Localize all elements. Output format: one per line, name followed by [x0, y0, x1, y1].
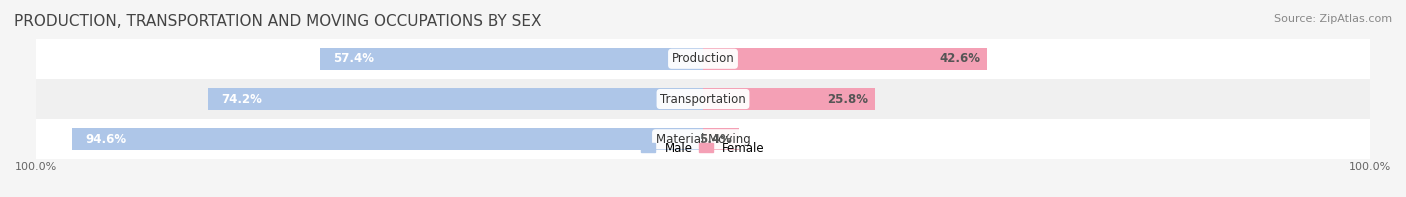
Text: 25.8%: 25.8%: [827, 93, 869, 106]
Text: Transportation: Transportation: [661, 93, 745, 106]
Text: 74.2%: 74.2%: [222, 93, 263, 106]
Bar: [37, 79, 1369, 119]
Text: Source: ZipAtlas.com: Source: ZipAtlas.com: [1274, 14, 1392, 24]
Text: 94.6%: 94.6%: [86, 133, 127, 146]
Legend: Male, Female: Male, Female: [637, 137, 769, 160]
Bar: [208, 88, 703, 110]
Bar: [321, 48, 703, 70]
Bar: [72, 128, 703, 150]
Bar: [703, 48, 987, 70]
Text: 42.6%: 42.6%: [939, 52, 980, 65]
Text: PRODUCTION, TRANSPORTATION AND MOVING OCCUPATIONS BY SEX: PRODUCTION, TRANSPORTATION AND MOVING OC…: [14, 14, 541, 29]
Bar: [37, 39, 1369, 79]
Text: Material Moving: Material Moving: [655, 133, 751, 146]
Bar: [703, 128, 740, 150]
Text: 57.4%: 57.4%: [333, 52, 374, 65]
Text: Production: Production: [672, 52, 734, 65]
Text: 5.4%: 5.4%: [699, 133, 733, 146]
Bar: [37, 119, 1369, 159]
Bar: [703, 88, 875, 110]
